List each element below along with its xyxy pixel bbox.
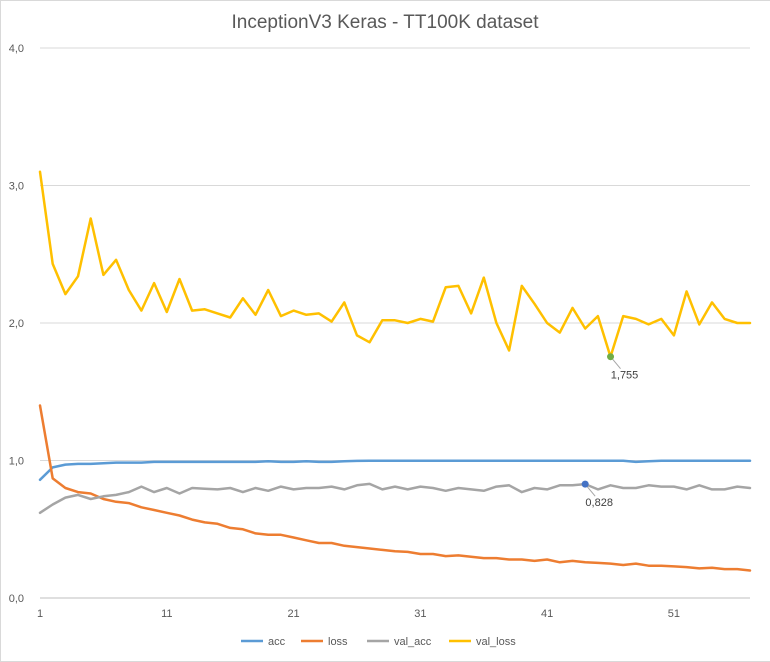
series-line-val_loss: [38, 170, 752, 358]
series-line-loss: [38, 404, 752, 572]
y-tick-label: 1,0: [9, 456, 24, 468]
y-tick-label: 2,0: [9, 318, 24, 330]
series-line-val_acc: [38, 482, 752, 515]
data-label: 1,755: [611, 370, 639, 382]
y-tick-label: 3,0: [9, 181, 24, 193]
legend-label: loss: [328, 636, 348, 648]
y-tick-label: 4,0: [9, 43, 24, 55]
x-tick-label: 51: [668, 608, 680, 620]
chart-title: InceptionV3 Keras - TT100K dataset: [231, 12, 539, 33]
data-point-marker: [607, 353, 615, 361]
series-line-acc: [38, 459, 752, 482]
x-tick-label: 31: [414, 608, 426, 620]
legend-label: val_acc: [394, 636, 432, 648]
x-tick-label: 21: [287, 608, 299, 620]
x-tick-label: 11: [161, 608, 172, 620]
x-tick-label: 1: [37, 608, 43, 620]
legend-label: val_loss: [476, 636, 516, 648]
legend-label: acc: [268, 636, 286, 648]
x-tick-label: 41: [541, 608, 553, 620]
y-tick-label: 0,0: [9, 593, 24, 605]
data-label: 0,828: [585, 497, 613, 509]
data-point-marker: [581, 480, 589, 488]
